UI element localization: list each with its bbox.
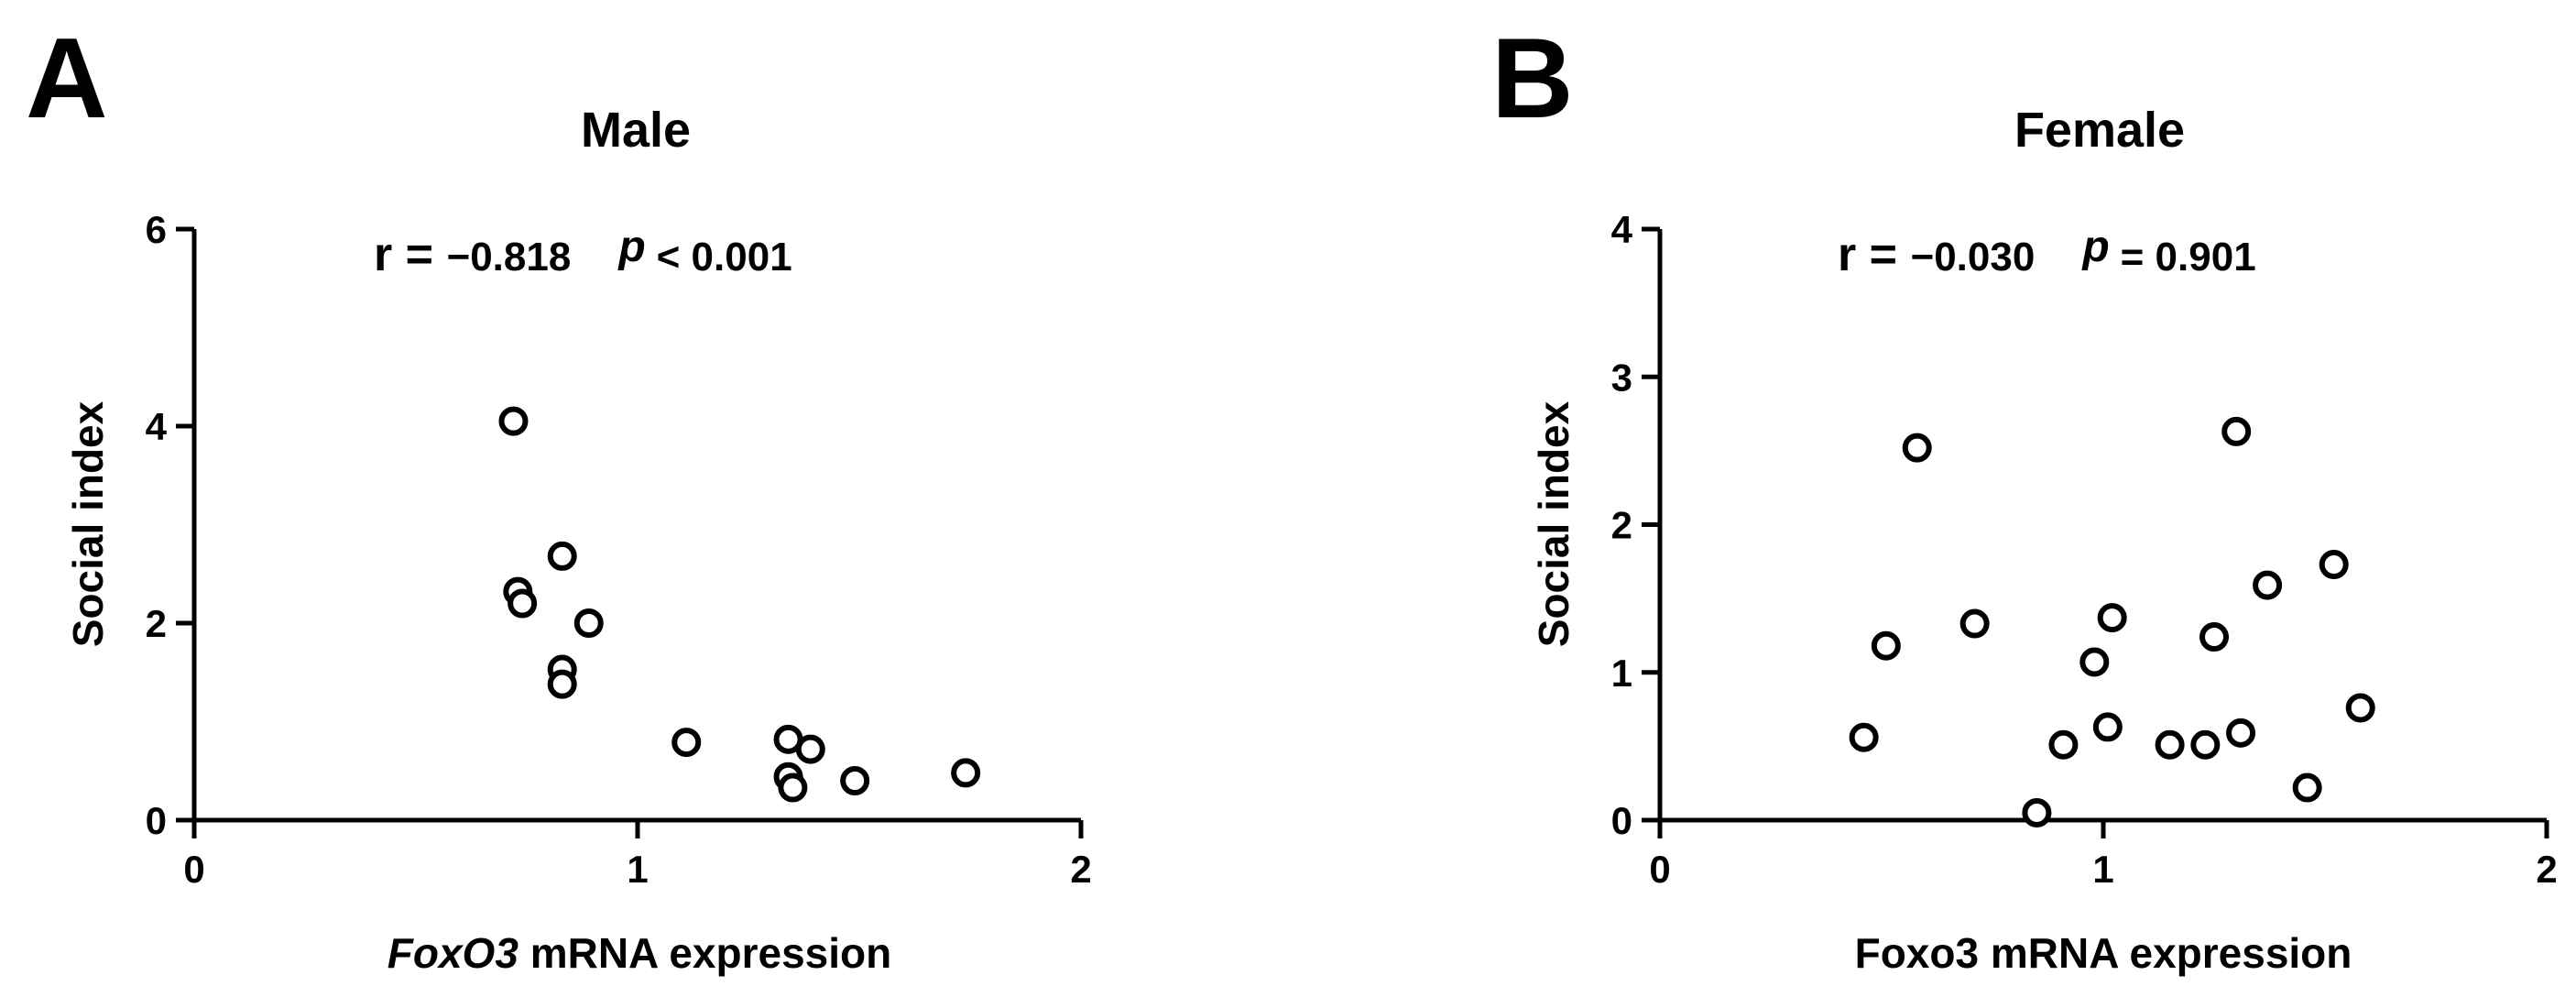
y-tick-label-b: 4 xyxy=(1611,208,1633,251)
y-tick-label-a: 2 xyxy=(146,602,167,645)
data-point-a xyxy=(778,772,808,803)
x-axis-label-b: Foxo3 mRNA expression xyxy=(1855,929,2352,977)
y-tick-label-b: 3 xyxy=(1611,356,1632,399)
y-tick-label-a: 6 xyxy=(146,208,167,251)
data-point-a xyxy=(547,541,577,571)
y-tick-label-b: 1 xyxy=(1611,652,1632,695)
data-point-a xyxy=(671,728,702,758)
p-value-a: < 0.001 xyxy=(657,235,792,279)
data-point-b xyxy=(2319,550,2349,580)
data-point-b xyxy=(2190,729,2221,760)
data-point-b xyxy=(1871,630,1901,661)
data-point-b xyxy=(2292,772,2322,803)
x-label-rest-a: mRNA expression xyxy=(518,929,891,977)
y-ticks-b: 0 1 2 3 4 xyxy=(1611,208,1660,842)
r-value-b: −0.030 xyxy=(1911,235,2036,279)
data-point-b xyxy=(2226,718,2256,748)
y-tick-label-a: 0 xyxy=(146,799,167,842)
p-label-b: p xyxy=(2080,223,2109,271)
points-b xyxy=(1849,416,2375,827)
r-value-a: −0.818 xyxy=(447,235,572,279)
data-point-b xyxy=(2022,797,2052,827)
data-point-b xyxy=(2345,693,2375,723)
x-tick-label-b: 1 xyxy=(2092,848,2113,891)
p-value-b: = 0.901 xyxy=(2121,235,2256,279)
panel-label-b: B xyxy=(1491,16,1574,142)
data-point-b xyxy=(2221,416,2252,446)
x-tick-label-a: 1 xyxy=(627,848,648,891)
chart-title-b: Female xyxy=(2014,103,2185,158)
data-point-a xyxy=(498,406,529,436)
chart-title-a: Male xyxy=(581,103,691,158)
data-point-b xyxy=(1902,433,1932,463)
panel-a: A Male r = −0.818 p < 0.001 0 2 4 6 0 1 2 FoxO3… xyxy=(26,16,1092,977)
r-label-b: r = xyxy=(1838,228,1911,281)
data-point-b xyxy=(1959,608,1990,639)
y-tick-label-b: 2 xyxy=(1611,504,1632,547)
data-point-b xyxy=(2048,729,2079,760)
panel-label-a: A xyxy=(26,16,108,142)
y-tick-label-a: 4 xyxy=(146,405,168,448)
data-point-b xyxy=(2253,570,2283,600)
data-point-b xyxy=(2097,603,2127,633)
data-point-b xyxy=(2155,729,2185,760)
x-tick-label-a: 0 xyxy=(183,848,204,891)
y-tick-label-b: 0 xyxy=(1611,799,1632,842)
data-point-b xyxy=(1849,722,1879,752)
stat-line-a: r = −0.818 p < 0.001 xyxy=(374,223,792,281)
x-axis-label-a: FoxO3 mRNA expression xyxy=(387,929,891,977)
y-ticks-a: 0 2 4 6 xyxy=(146,208,194,842)
data-point-a xyxy=(840,766,870,795)
data-point-b xyxy=(2199,622,2229,652)
y-axis-label-b: Social index xyxy=(1530,400,1577,647)
data-point-a xyxy=(547,669,577,699)
points-a xyxy=(498,406,981,803)
x-ticks-a: 0 1 2 xyxy=(183,820,1092,891)
x-tick-label-b: 0 xyxy=(1649,848,1670,891)
x-ticks-b: 0 1 2 xyxy=(1649,820,2558,891)
x-label-italic-a: FoxO3 xyxy=(387,929,519,977)
x-label-rest-b: Foxo3 mRNA expression xyxy=(1855,929,2352,977)
x-tick-label-a: 2 xyxy=(1070,848,1091,891)
data-point-a xyxy=(508,588,538,619)
data-point-b xyxy=(2079,647,2110,677)
data-point-b xyxy=(2092,712,2123,742)
stat-line-b: r = −0.030 p = 0.901 xyxy=(1838,223,2256,281)
data-point-a xyxy=(573,608,604,638)
x-tick-label-b: 2 xyxy=(2536,848,2557,891)
panel-b: B Female r = −0.030 p = 0.901 0 1 2 3 4 0 1 2 Fo… xyxy=(1491,16,2558,977)
data-point-a xyxy=(951,758,981,788)
data-point-a xyxy=(795,734,825,764)
p-label-a: p xyxy=(617,223,645,271)
r-label-a: r = xyxy=(374,228,447,281)
y-axis-label-a: Social index xyxy=(64,400,112,647)
